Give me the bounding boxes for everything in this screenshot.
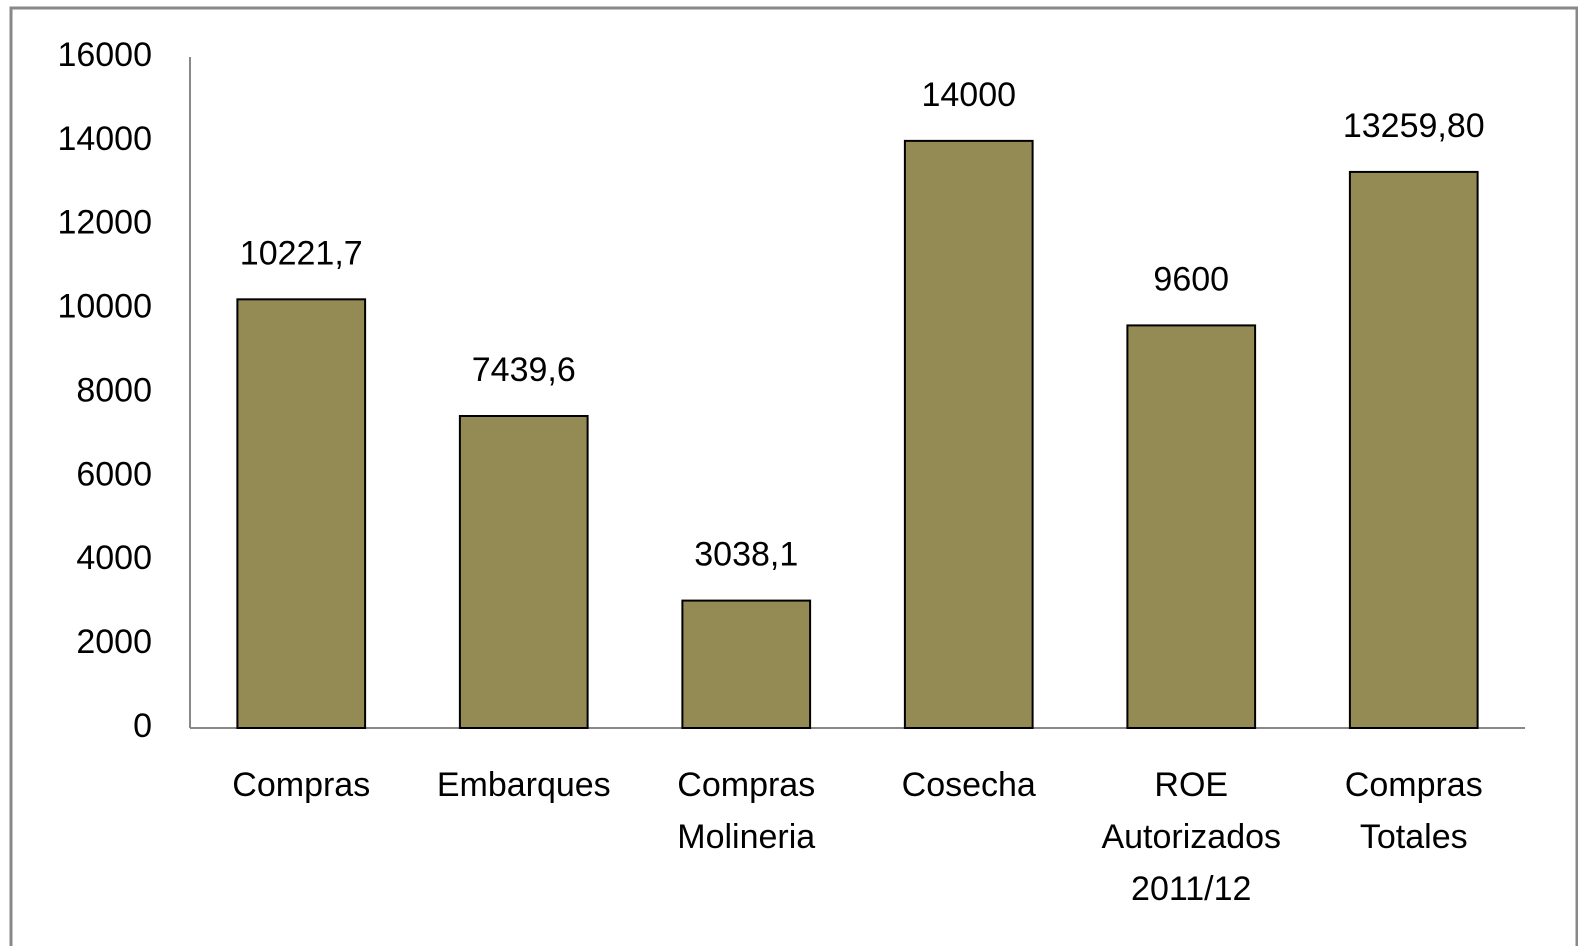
data-label: 14000 xyxy=(921,76,1016,114)
y-tick-label: 14000 xyxy=(57,120,152,158)
x-tick-label-line: ROE xyxy=(1154,766,1228,804)
x-tick-label: Compras xyxy=(232,766,370,804)
x-tick-label: Compras Totales xyxy=(1345,766,1483,856)
x-tick-label-line: Compras xyxy=(232,766,370,804)
x-tick-label: Embarques xyxy=(437,766,611,804)
y-tick-label: 0 xyxy=(133,707,152,745)
bar xyxy=(903,139,1034,729)
x-tick-label-line: Cosecha xyxy=(902,766,1036,804)
y-tick-label: 16000 xyxy=(57,36,152,74)
y-tick-label: 4000 xyxy=(76,539,152,577)
x-tick-label-line: Compras xyxy=(677,766,815,804)
bar xyxy=(1348,170,1479,730)
x-tick-label-line: Autorizados xyxy=(1101,818,1281,856)
y-tick-label: 8000 xyxy=(76,371,152,409)
data-label: 7439,6 xyxy=(472,351,576,389)
y-tick-label: 10000 xyxy=(57,288,152,326)
y-tick-label: 6000 xyxy=(76,455,152,493)
x-tick-label-line: 2011/12 xyxy=(1131,870,1251,908)
y-tick-label: 12000 xyxy=(57,204,152,242)
x-tick-label: Cosecha xyxy=(902,766,1036,804)
data-label: 10221,7 xyxy=(240,234,363,272)
data-label: 9600 xyxy=(1153,260,1229,298)
x-tick-label-line: Molineria xyxy=(677,818,815,856)
bar xyxy=(236,298,367,729)
bar xyxy=(681,599,812,729)
x-tick-label-line: Compras xyxy=(1345,766,1483,804)
x-tick-label: ROE Autorizados 2011/12 xyxy=(1101,766,1281,908)
x-tick-label-line: Totales xyxy=(1360,818,1468,856)
y-tick-label: 2000 xyxy=(76,623,152,661)
bar xyxy=(458,415,589,729)
data-label: 3038,1 xyxy=(694,536,798,574)
bar xyxy=(1126,324,1257,729)
x-tick-label-line: Embarques xyxy=(437,766,611,804)
data-label: 13259,80 xyxy=(1343,107,1485,145)
x-tick-label: Compras Molineria xyxy=(677,766,815,856)
